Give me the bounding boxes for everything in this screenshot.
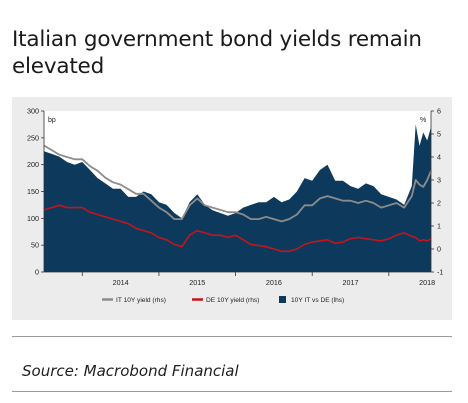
right-axis-tick-label: 4 (437, 153, 441, 162)
left-axis-tick-label: 150 (27, 187, 39, 196)
series-area-10y-it-vs-de (44, 124, 431, 273)
legend: IT 10Y yield (rhs) DE 10Y yield (rhs) 10Y … (102, 296, 344, 304)
right-axis-tick-label: 0 (437, 245, 441, 254)
x-axis-tick-label: 2014 (113, 278, 129, 287)
yield-chart: 0 50 100 150 200 250 300 -1 0 1 2 3 4 5 6 2014 2015 2016 2… (12, 97, 452, 320)
left-axis-tick-label: 0 (35, 268, 39, 277)
legend-label: IT 10Y yield (rhs) (116, 297, 166, 304)
x-axis-tick-label: 2015 (189, 278, 205, 287)
axis-ticks: 0 50 100 150 200 250 300 -1 0 1 2 3 4 5 6 2014 2015 2016 2… (27, 107, 443, 288)
chart-container: 0 50 100 150 200 250 300 -1 0 1 2 3 4 5 6 2014 2015 2016 2… (12, 97, 452, 320)
divider-top (12, 336, 452, 337)
left-axis-tick-label: 50 (31, 241, 39, 250)
left-axis-tick-label: 300 (27, 107, 39, 116)
x-axis-tick-label: 2018 (419, 278, 435, 287)
left-axis-tick-label: 200 (27, 160, 39, 169)
divider-bottom (12, 391, 452, 392)
x-axis-tick-label: 2017 (343, 278, 359, 287)
right-axis-tick-label: 2 (437, 199, 441, 208)
series-line-it-10y-yield (43, 144, 432, 223)
right-axis-tick-label: 3 (437, 176, 441, 185)
legend-label: 10Y IT vs DE (lhs) (291, 297, 344, 304)
source-note: Source: Macrobond Financial (22, 362, 239, 380)
left-axis-tick-label: 250 (27, 133, 39, 142)
right-axis-tick-label: 6 (437, 107, 441, 116)
chart-title: Italian government bond yields remain el… (12, 27, 422, 79)
legend-label: DE 10Y yield (rhs) (206, 297, 259, 304)
right-axis-tick-label: 5 (437, 130, 441, 139)
left-axis-tick-label: 100 (27, 214, 39, 223)
right-axis-tick-label: 1 (437, 222, 441, 231)
legend-swatch (279, 296, 286, 303)
series-line-de-10y-yield (43, 204, 432, 253)
right-axis-tick-label: -1 (437, 268, 443, 277)
x-axis-tick-label: 2016 (266, 278, 282, 287)
right-axis-unit: % (420, 117, 426, 124)
left-axis-unit: bp (48, 117, 56, 124)
